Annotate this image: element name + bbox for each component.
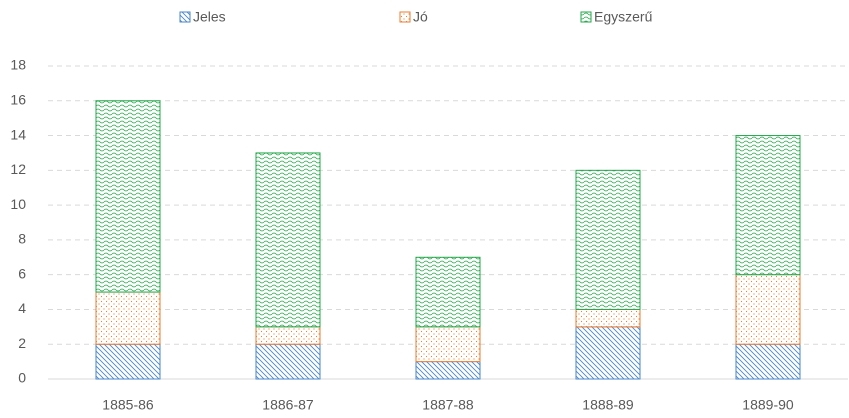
y-tick-label: 6 — [18, 265, 26, 281]
bar-segment — [255, 326, 321, 345]
legend-swatch — [179, 11, 191, 23]
y-tick-label: 4 — [18, 300, 26, 316]
bar-segment — [95, 343, 161, 380]
bar-segment — [255, 343, 321, 380]
y-tick-label: 0 — [18, 370, 26, 386]
bar-segment — [95, 291, 161, 345]
bar-segment — [735, 343, 801, 380]
legend-swatch — [399, 11, 411, 23]
legend-label: Jó — [413, 9, 428, 25]
legend-swatch — [580, 11, 592, 23]
bar-segment — [415, 256, 481, 328]
x-tick-label: 1889-90 — [742, 397, 794, 413]
bar-segment — [735, 135, 801, 276]
y-tick-label: 10 — [10, 196, 26, 212]
x-tick-label: 1888-89 — [582, 397, 634, 413]
bar-segment — [255, 152, 321, 328]
bar-segment — [575, 308, 641, 328]
y-tick-label: 8 — [18, 231, 26, 247]
legend-label: Egyszerű — [594, 9, 653, 25]
bar-segment — [95, 100, 161, 293]
x-tick-label: 1887-88 — [422, 397, 474, 413]
bar-segment — [415, 361, 481, 380]
bar-segment — [575, 326, 641, 380]
bar-segment — [415, 326, 481, 363]
y-tick-label: 14 — [10, 126, 26, 142]
y-tick-label: 18 — [10, 57, 26, 73]
bar-segment — [735, 274, 801, 345]
y-tick-label: 2 — [18, 335, 26, 351]
y-tick-label: 12 — [10, 161, 26, 177]
x-tick-label: 1886-87 — [262, 397, 314, 413]
y-tick-label: 16 — [10, 91, 26, 107]
legend-label: Jeles — [193, 9, 226, 25]
x-tick-label: 1885-86 — [102, 397, 154, 413]
bar-segment — [575, 169, 641, 310]
